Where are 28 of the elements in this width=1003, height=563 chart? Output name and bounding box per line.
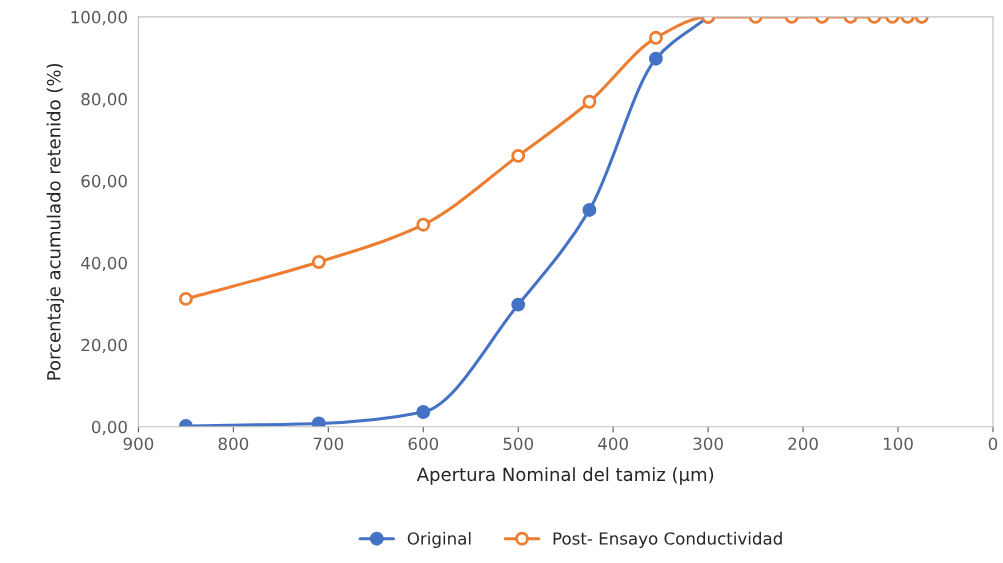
point <box>311 255 326 269</box>
x-tick-label: 800 <box>218 437 249 451</box>
x-tick-label: 200 <box>788 437 818 451</box>
point <box>416 405 431 419</box>
point <box>416 217 431 232</box>
legend-label: Original <box>407 531 471 548</box>
y-tick-label: 20,00 <box>81 338 127 354</box>
y-tick-label: 100,00 <box>71 10 127 26</box>
y-axis-title: Porcentaje acumulado retenido (%) <box>46 63 65 380</box>
x-tick-label: 900 <box>123 437 154 451</box>
y-tick-label: 80,00 <box>81 92 127 108</box>
point <box>582 202 597 217</box>
x-axis-title: Apertura Nominal del tamiz (µm) <box>416 467 714 485</box>
x-tick-label: 400 <box>598 437 628 451</box>
point <box>511 148 526 163</box>
x-tick-label: 300 <box>693 437 723 451</box>
point <box>511 297 526 312</box>
x-tick-label: 100 <box>883 437 913 451</box>
point <box>311 416 326 427</box>
point <box>178 291 193 306</box>
x-tick-label: 700 <box>313 437 344 451</box>
x-tick-label: 600 <box>408 437 439 451</box>
x-tick-label: 0 <box>988 437 998 451</box>
y-tick-label: 40,00 <box>81 256 127 272</box>
y-tick-label: 0,00 <box>91 420 127 436</box>
x-tick-label: 500 <box>503 437 534 451</box>
y-tick-label: 60,00 <box>81 174 127 190</box>
legend-label: Post- Ensayo Conductividad <box>553 531 782 548</box>
